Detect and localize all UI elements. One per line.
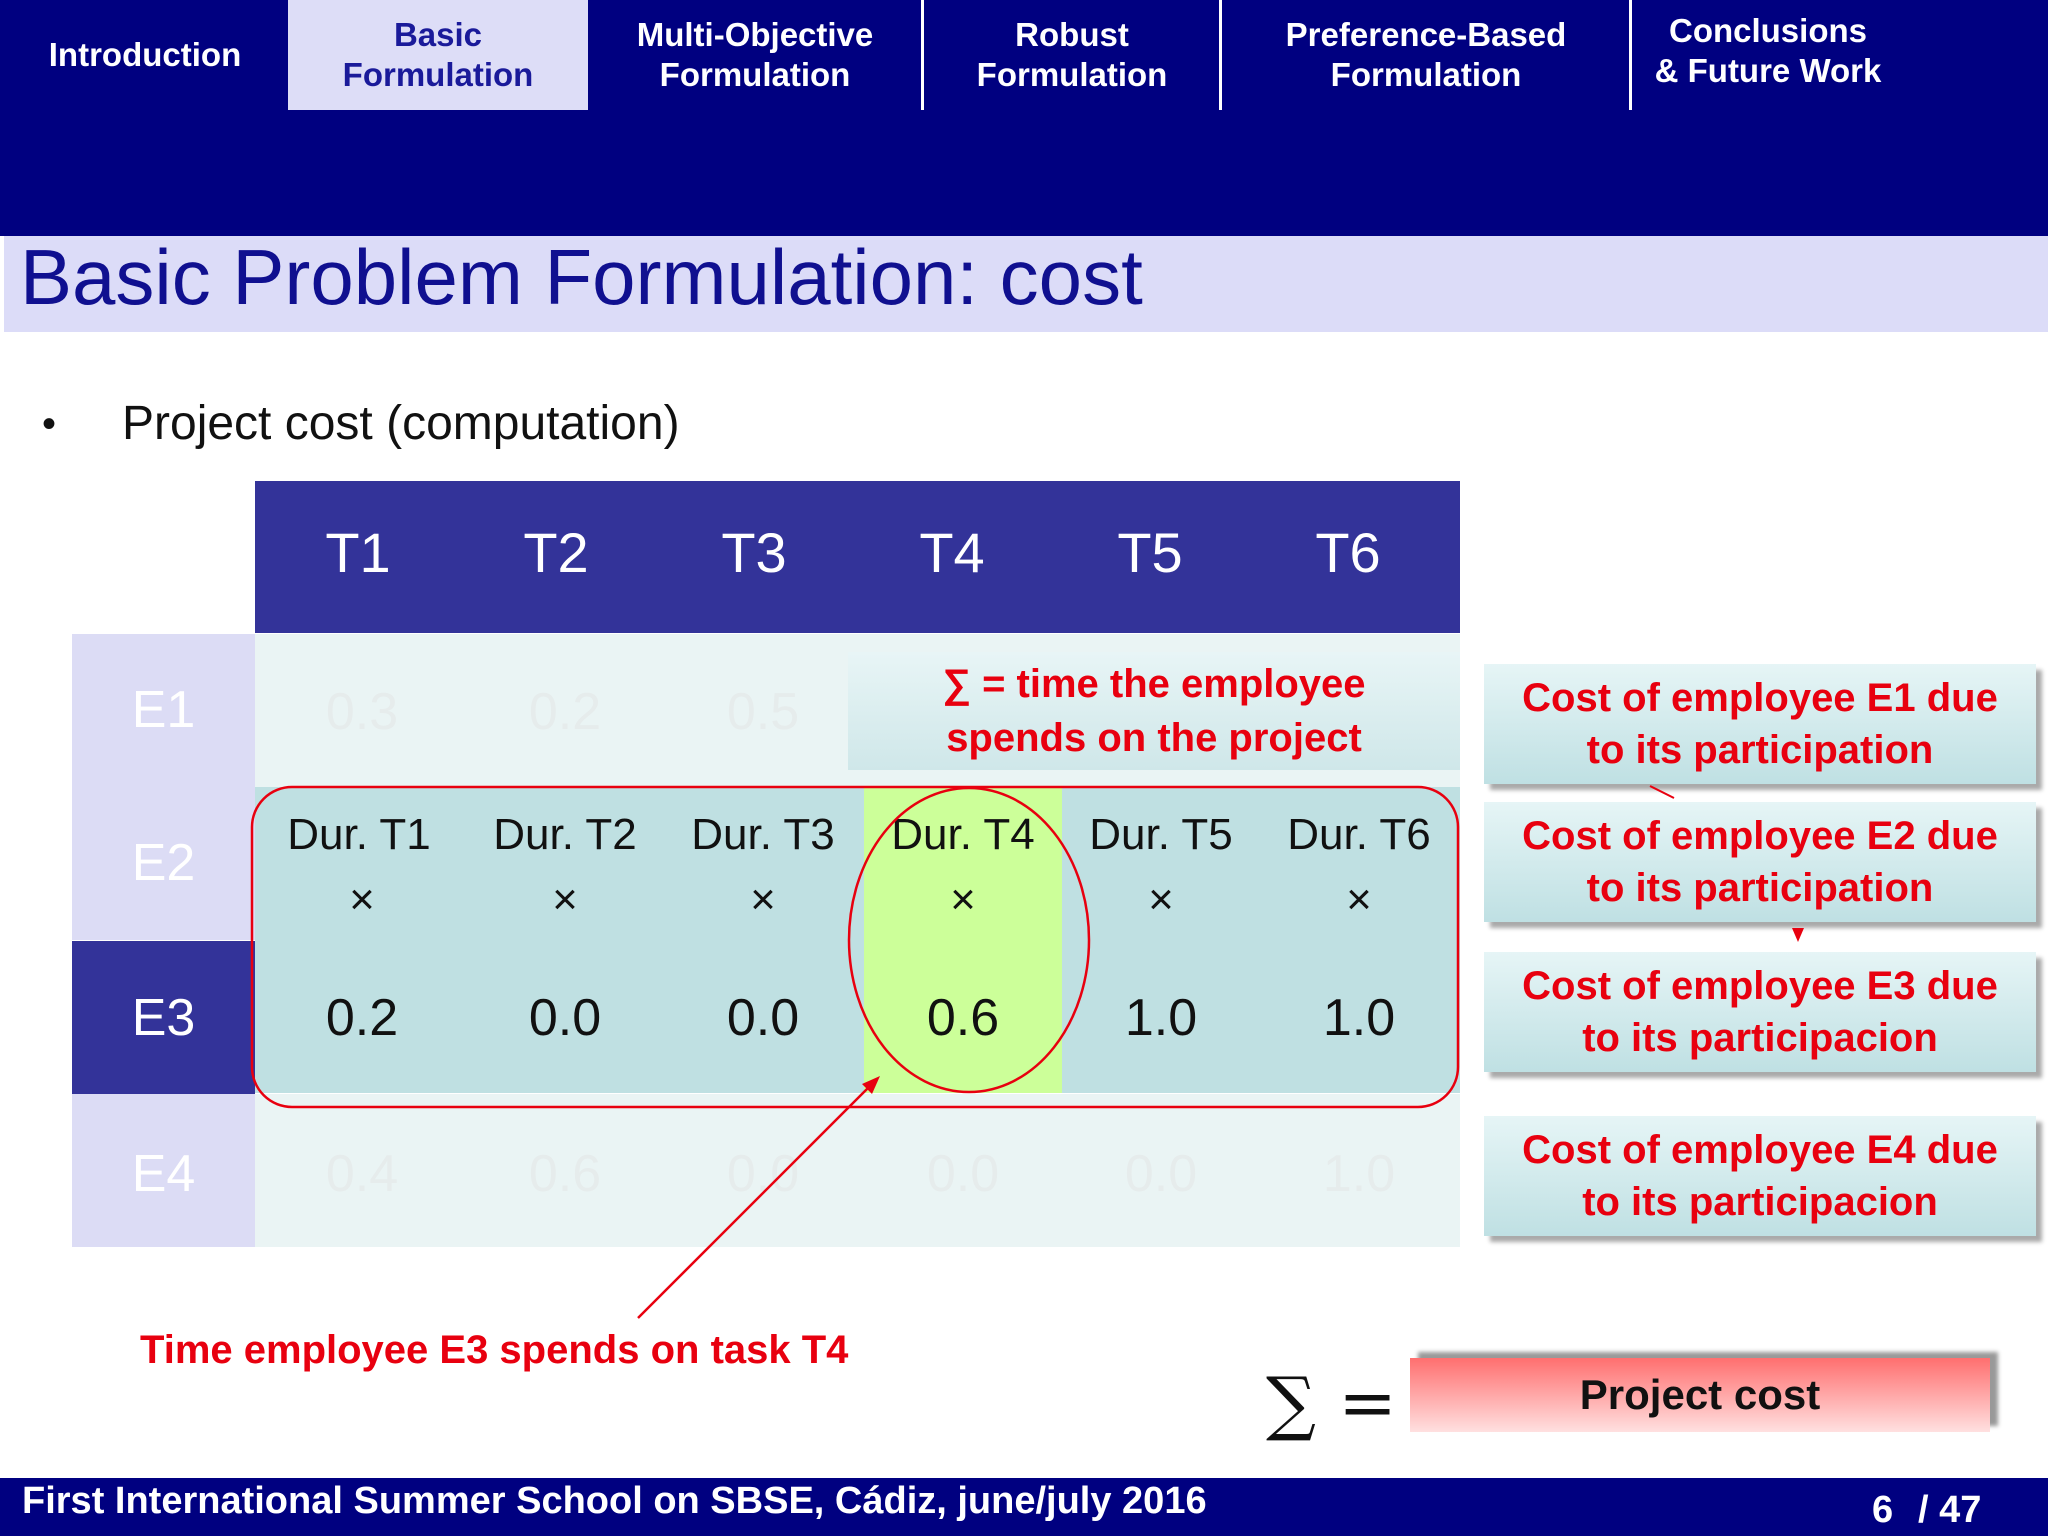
page-number-total: / 47 xyxy=(1918,1489,1982,1531)
duration-label: Dur. T4 xyxy=(891,810,1035,859)
multiply-sign: × xyxy=(552,875,578,924)
table-cell: 1.0 xyxy=(1124,989,1198,1047)
footer-bar xyxy=(0,1478,2048,1536)
sum-symbol: ∑ = xyxy=(1266,1362,1397,1444)
nav-tab-basic-formulation[interactable]: Basic Formulation xyxy=(288,0,588,110)
project-cost-label: Project cost xyxy=(1579,1371,1821,1418)
table-cell: 0.0 xyxy=(726,1145,800,1203)
nav-tab-multi-objective[interactable]: Multi-Objective Formulation xyxy=(590,0,920,110)
table-cell: 0.6 xyxy=(528,1145,602,1203)
title-band xyxy=(4,236,2048,332)
duration-label: Dur. T3 xyxy=(691,810,835,859)
nav-tab-label-line2: & Future Work xyxy=(1654,52,1882,89)
nav-tab-label-line1: Basic xyxy=(393,16,483,53)
page-title: Basic Problem Formulation: cost xyxy=(20,233,1143,321)
row-label-cell xyxy=(72,634,255,787)
nav-tab-label-line2: Formulation xyxy=(976,56,1168,93)
duration-label: Dur. T6 xyxy=(1287,810,1431,859)
page-number-current: 6 xyxy=(1872,1489,1894,1531)
sum-time-note: ∑ = time the employee spends on the proj… xyxy=(848,652,1460,770)
callout-line1: Cost of employee E3 due xyxy=(1522,964,1998,1008)
task-header: T5 xyxy=(1117,521,1183,584)
nav-tab-preference-based[interactable]: Preference-Based Formulation xyxy=(1222,0,1630,110)
table-cell: 1.0 xyxy=(1322,1145,1396,1203)
row-label-cell xyxy=(72,787,255,940)
bullet-marker: • xyxy=(42,402,57,446)
table-cell: 0.0 xyxy=(1124,1145,1198,1203)
row-label-cell xyxy=(72,1094,255,1247)
callout-arrowhead xyxy=(1792,928,1804,942)
table-cell: 0.2 xyxy=(528,683,602,741)
table-cell: 0.0 xyxy=(926,1145,1000,1203)
nav-tab-robust[interactable]: Robust Formulation xyxy=(924,0,1220,110)
task-header: T3 xyxy=(721,521,787,584)
nav-tab-label-line2: Formulation xyxy=(1330,56,1522,93)
nav-tab-conclusions[interactable]: Conclusions & Future Work xyxy=(1632,0,1904,106)
nav-tab-label-line1: Multi-Objective xyxy=(636,16,874,53)
nav-separator xyxy=(921,0,924,110)
nav-tab-label-line2: Formulation xyxy=(659,56,851,93)
nav-tab-label-line1: Conclusions xyxy=(1668,12,1868,49)
cost-callout-e2: Cost of employee E2 due to its participat… xyxy=(1484,802,2036,922)
table-cell: 0.3 xyxy=(325,683,399,741)
callout-line2: to its participacion xyxy=(1582,1016,1938,1060)
table-cell-highlighted: 0.6 xyxy=(926,989,1000,1047)
nav-tab-label: Introduction xyxy=(48,36,242,73)
callout-line2: to its participacion xyxy=(1582,1180,1938,1224)
task-header-row xyxy=(255,481,1460,633)
footer-text: First International Summer School on SBS… xyxy=(22,1480,1207,1522)
multiply-sign: × xyxy=(349,875,375,924)
multiply-sign: × xyxy=(750,875,776,924)
duration-label: Dur. T1 xyxy=(287,810,431,859)
multiply-sign: × xyxy=(950,875,976,924)
nav-separator xyxy=(1629,0,1632,110)
employee-label: E4 xyxy=(131,1145,196,1203)
multiply-sign: × xyxy=(1346,875,1372,924)
sum-time-note-line2: spends on the project xyxy=(946,716,1362,760)
cost-callout-e1: Cost of employee E1 due to its participat… xyxy=(1484,664,2036,784)
row-label-cell-highlighted xyxy=(72,941,255,1094)
employee-label: E1 xyxy=(131,681,196,739)
cost-callout-e3: Cost of employee E3 due to its participac… xyxy=(1484,952,2036,1072)
time-note: Time employee E3 spends on task T4 xyxy=(140,1328,849,1372)
nav-tab-introduction[interactable]: Introduction xyxy=(0,0,290,110)
task-header: T6 xyxy=(1315,521,1381,584)
callout-line2: to its participation xyxy=(1586,728,1934,772)
callout-line1: Cost of employee E4 due xyxy=(1522,1128,1998,1172)
nav-tab-label-line1: Robust xyxy=(1015,16,1129,53)
cost-callout-e4: Cost of employee E4 due to its participac… xyxy=(1484,1116,2036,1236)
callout-line1: Cost of employee E2 due xyxy=(1522,814,1998,858)
employee-label: E2 xyxy=(131,834,196,892)
nav-tab-label-line1: Preference-Based xyxy=(1285,16,1567,53)
callout-line1: Cost of employee E1 due xyxy=(1522,676,1998,720)
employee-label: E3 xyxy=(131,989,196,1047)
callout-line2: to its participation xyxy=(1586,866,1934,910)
duration-label: Dur. T5 xyxy=(1089,810,1233,859)
table-cell: 0.4 xyxy=(325,1145,399,1203)
table-cell: 0.5 xyxy=(726,683,800,741)
multiply-sign: × xyxy=(1148,875,1174,924)
table-cell: 0.0 xyxy=(726,989,800,1047)
duration-label: Dur. T2 xyxy=(493,810,637,859)
task-header: T2 xyxy=(523,521,589,584)
callout-connector xyxy=(1649,785,1675,799)
task-header: T4 xyxy=(919,521,985,584)
nav-tab-label-line2: Formulation xyxy=(342,56,534,93)
project-cost-box: Project cost xyxy=(1410,1358,1990,1432)
nav-separator xyxy=(1219,0,1222,110)
table-cell: 0.2 xyxy=(325,989,399,1047)
sum-time-note-line1: ∑ = time the employee xyxy=(942,662,1366,706)
bullet-text: Project cost (computation) xyxy=(122,397,680,450)
table-cell: 0.0 xyxy=(528,989,602,1047)
table-cell: 1.0 xyxy=(1322,989,1396,1047)
task-header: T1 xyxy=(325,521,391,584)
